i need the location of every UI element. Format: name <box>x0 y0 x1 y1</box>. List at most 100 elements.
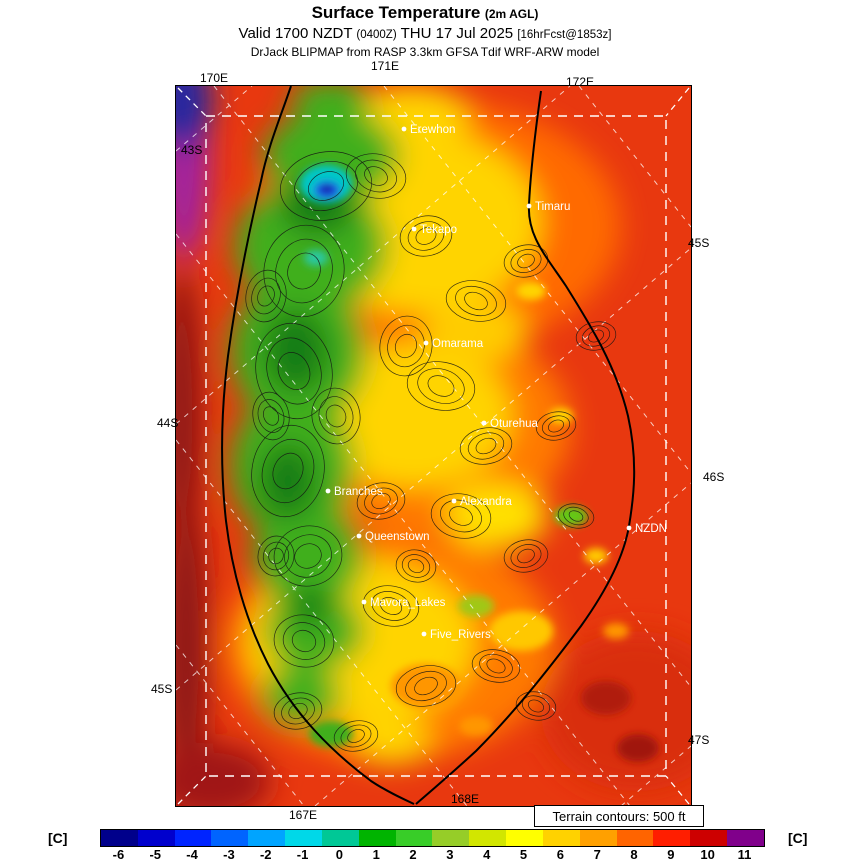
temperature-shading-detail <box>300 165 659 762</box>
colorbar-tick: -2 <box>259 847 272 860</box>
colorbar-segment <box>248 830 286 846</box>
colorbar-tick: 2 <box>409 847 417 860</box>
place-dot <box>356 533 362 539</box>
colorbar-segment <box>395 830 433 846</box>
colorbar-unit-left: [C] <box>48 830 68 846</box>
place-marker-five_rivers: Five_Rivers <box>421 629 491 641</box>
place-marker-branches: Branches <box>325 486 383 498</box>
place-marker-mavora_lakes: Mavora_Lakes <box>361 597 446 609</box>
place-dot <box>481 420 487 426</box>
place-markers-layer: Erewhon Timaru Tekapo Omarama Oturehua Branch… <box>325 124 667 641</box>
colorbar: [C] -6 -5 -4 -3 -2 -1 0 1 2 3 4 5 6 7 8 9 10 11 [C] <box>0 828 850 860</box>
colorbar-tick: -1 <box>296 847 309 860</box>
map-frame: Erewhon Timaru Tekapo Omarama Oturehua Branch… <box>175 85 692 807</box>
colorbar-tick: 10 <box>700 847 715 860</box>
place-dot <box>526 203 532 209</box>
colorbar-tick: 3 <box>446 847 454 860</box>
place-marker-tekapo: Tekapo <box>411 224 457 236</box>
colorbar-gradient <box>100 829 765 847</box>
terrain-contours-note: Terrain contours: 500 ft <box>534 805 704 827</box>
colorbar-tick-labels: -6 -5 -4 -3 -2 -1 0 1 2 3 4 5 6 7 8 9 10 11 <box>100 847 763 860</box>
colorbar-segment <box>727 830 764 846</box>
page-title-suffix: (2m AGL) <box>484 7 539 21</box>
model-domain-boundary <box>205 115 667 777</box>
valid-time-line: Valid 1700 NZDT (0400Z) THU 17 Jul 2025 … <box>0 24 850 45</box>
valid-date: THU 17 Jul 2025 <box>400 25 514 42</box>
colorbar-segment <box>469 830 507 846</box>
colorbar-segment <box>211 830 249 846</box>
colorbar-unit-right: [C] <box>788 830 808 846</box>
temperature-field-map: Erewhon Timaru Tekapo Omarama Oturehua Branch… <box>176 86 691 806</box>
place-label: Alexandra <box>460 496 512 508</box>
place-dot <box>325 488 331 494</box>
valid-time-zulu: (0400Z) <box>356 29 397 41</box>
colorbar-segment <box>616 830 654 846</box>
place-dot <box>451 498 457 504</box>
place-label: Mavora_Lakes <box>370 597 446 609</box>
terrain-contours-text: Terrain contours: 500 ft <box>552 808 686 824</box>
colorbar-tick: 6 <box>556 847 564 860</box>
place-label: Queenstown <box>365 531 430 543</box>
forecast-init-info: [16hrFcst@1853z] <box>517 29 612 41</box>
graticule-lines <box>176 86 691 806</box>
colorbar-segment <box>690 830 728 846</box>
place-marker-alexandra: Alexandra <box>451 496 512 508</box>
colorbar-segment <box>579 830 617 846</box>
place-marker-nzdn: NZDN <box>626 523 667 535</box>
colorbar-tick: 1 <box>372 847 380 860</box>
colorbar-segment <box>432 830 470 846</box>
colorbar-segment <box>653 830 691 846</box>
colorbar-tick: 0 <box>335 847 343 860</box>
colorbar-tick: 11 <box>737 847 752 860</box>
place-dot <box>421 631 427 637</box>
colorbar-segment <box>542 830 580 846</box>
place-marker-erewhon: Erewhon <box>401 124 455 136</box>
geo-coordinate-label: 170E <box>200 71 229 85</box>
geo-coordinate-label: 167E <box>289 808 318 822</box>
place-dot <box>626 525 632 531</box>
place-label: Omarama <box>432 338 484 350</box>
header: Surface Temperature (2m AGL) Valid 1700 … <box>0 3 850 60</box>
colorbar-segment <box>101 830 138 846</box>
terrain-contour-lines <box>245 151 617 752</box>
colorbar-tick: 7 <box>593 847 601 860</box>
colorbar-segment <box>358 830 396 846</box>
place-dot <box>423 340 429 346</box>
place-dot <box>401 126 407 132</box>
valid-time: Valid 1700 NZDT <box>238 25 353 42</box>
place-marker-omarama: Omarama <box>423 338 484 350</box>
place-label: Branches <box>334 486 383 498</box>
place-label: NZDN <box>635 523 667 535</box>
coastline <box>221 86 636 805</box>
colorbar-segment <box>285 830 322 846</box>
place-label: Erewhon <box>410 124 455 136</box>
colorbar-tick: 9 <box>667 847 675 860</box>
page-title: Surface Temperature <box>311 3 481 22</box>
colorbar-tick: 5 <box>519 847 528 860</box>
colorbar-tick: -5 <box>149 847 162 860</box>
place-label: Five_Rivers <box>430 629 491 641</box>
place-label: Timaru <box>535 201 570 213</box>
colorbar-segment <box>506 830 543 846</box>
colorbar-tick: -3 <box>223 847 235 860</box>
geo-coordinate-label: 171E <box>371 59 400 73</box>
place-label: Oturehua <box>490 418 539 430</box>
place-marker-timaru: Timaru <box>526 201 570 213</box>
geo-coordinate-label: 46S <box>703 470 725 484</box>
place-marker-queenstown: Queenstown <box>356 531 430 543</box>
colorbar-segment <box>137 830 175 846</box>
colorbar-segment <box>174 830 212 846</box>
place-dot <box>411 226 417 232</box>
place-label: Tekapo <box>420 224 457 236</box>
colorbar-segment <box>321 830 359 846</box>
colorbar-tick: 4 <box>483 847 491 860</box>
place-dot <box>361 599 367 605</box>
title-line: Surface Temperature (2m AGL) <box>0 3 850 24</box>
colorbar-tick: -4 <box>186 847 198 860</box>
place-marker-oturehua: Oturehua <box>481 418 539 430</box>
model-info-line: DrJack BLIPMAP from RASP 3.3km GFSA Tdif… <box>250 45 600 59</box>
geo-coordinate-label: 45S <box>151 682 173 696</box>
colorbar-tick: 8 <box>630 847 638 860</box>
colorbar-tick: -6 <box>112 847 125 860</box>
